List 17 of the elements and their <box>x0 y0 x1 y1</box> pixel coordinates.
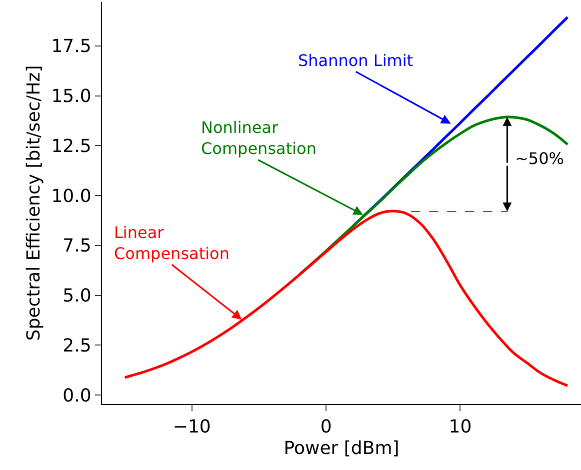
y-tick-label: 10.0 <box>51 186 92 207</box>
y-axis-title: Spectral Efficiency [bit/sec/Hz] <box>23 65 44 341</box>
x-tick-label: 10 <box>448 416 472 438</box>
x-axis-title: Power [dBm] <box>284 438 400 459</box>
annotation: ~50% <box>515 149 564 168</box>
x-tick-label: −10 <box>172 416 211 438</box>
y-tick-label: 7.5 <box>62 236 92 257</box>
x-tick-label: 0 <box>320 416 332 438</box>
y-tick-label: 12.5 <box>51 136 92 157</box>
annotation: Nonlinear Compensation <box>201 118 316 158</box>
y-tick-label: 17.5 <box>51 36 92 58</box>
y-tick-label: 5.0 <box>62 286 92 307</box>
y-tick-label: 15.0 <box>51 86 92 108</box>
y-tick-label: 2.5 <box>62 335 92 356</box>
y-tick-label: 0.0 <box>62 385 92 406</box>
annotation: Shannon Limit <box>298 51 414 70</box>
annotation: Linear Compensation <box>114 223 230 263</box>
